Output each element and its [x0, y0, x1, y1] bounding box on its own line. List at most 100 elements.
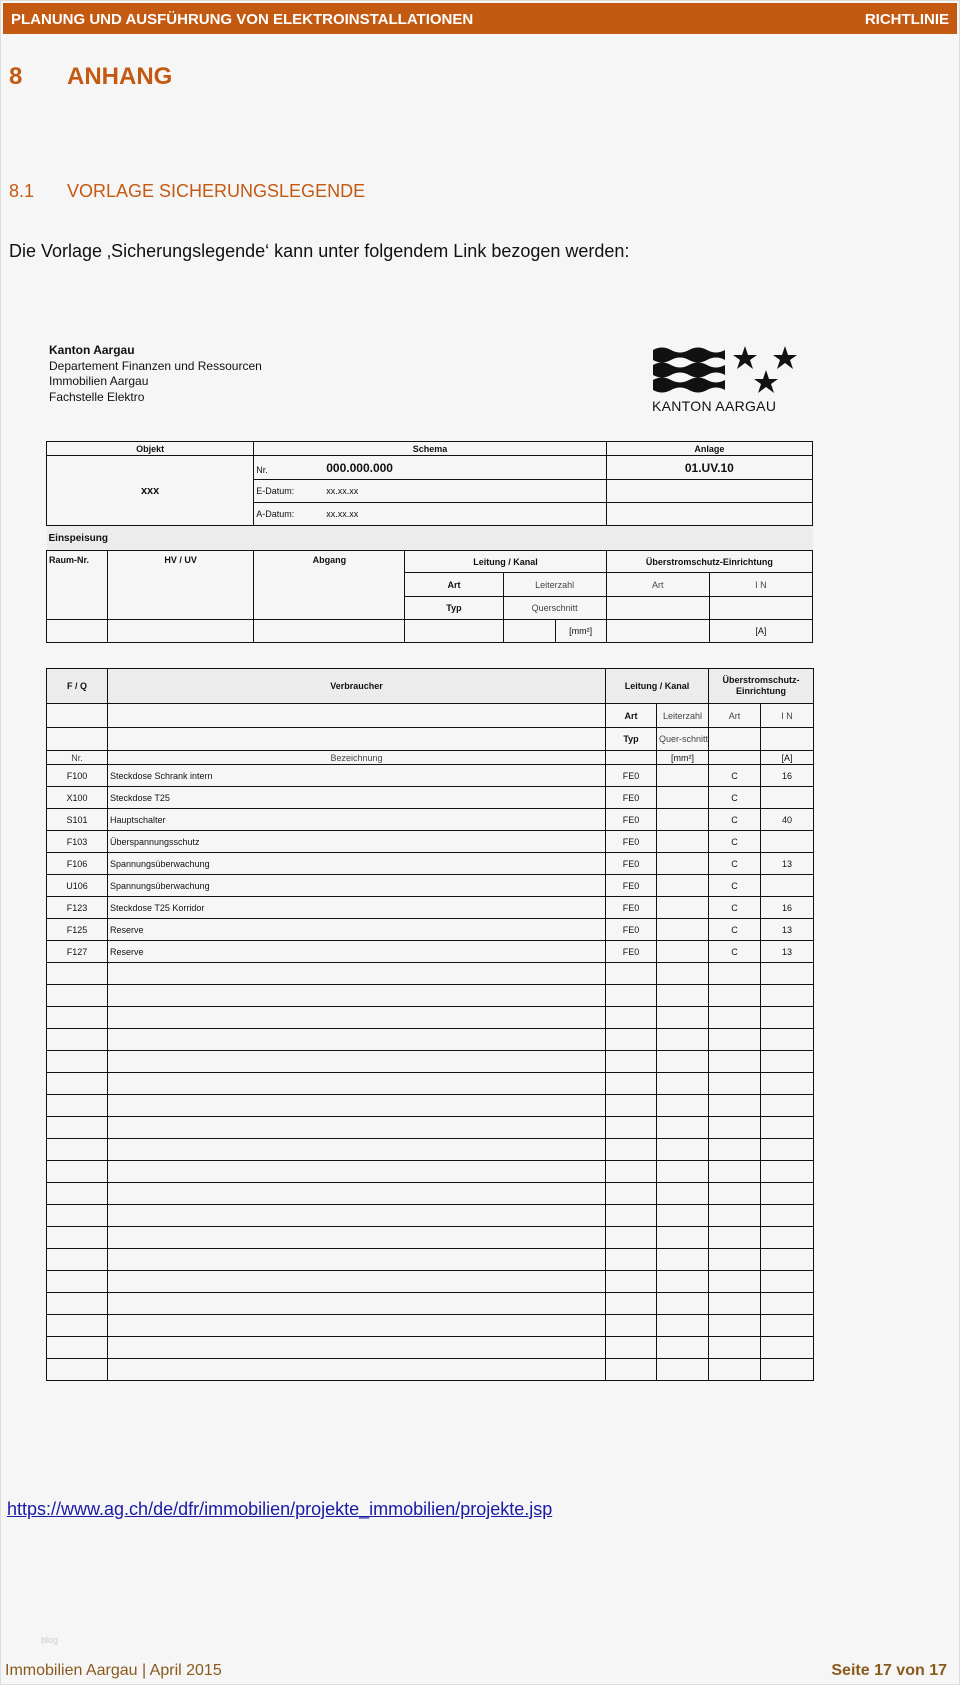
schutz-art-cell[interactable]: C [708, 830, 762, 853]
bezeichnung-cell[interactable] [107, 1358, 606, 1381]
querschnitt-cell[interactable] [655, 830, 710, 853]
in-cell[interactable] [760, 1138, 815, 1161]
art-cell[interactable] [605, 1072, 657, 1095]
schutz-art-cell[interactable] [708, 1072, 762, 1095]
nr-cell[interactable] [46, 1138, 108, 1161]
schutz-art-cell[interactable] [708, 1358, 762, 1381]
querschnitt-cell[interactable] [655, 940, 710, 963]
art-cell[interactable] [605, 962, 657, 985]
in-cell[interactable] [760, 1006, 815, 1029]
abgang-value[interactable] [253, 619, 406, 643]
nr-cell[interactable] [46, 1050, 108, 1073]
nr-cell[interactable] [46, 1204, 108, 1227]
empty-cell[interactable] [605, 596, 710, 620]
bezeichnung-cell[interactable] [107, 1182, 606, 1205]
bezeichnung-cell[interactable]: Reserve [107, 940, 606, 963]
nr-cell[interactable]: Nr. 000.000.000 [253, 455, 607, 480]
art-cell[interactable] [605, 1028, 657, 1051]
schutz-art-cell[interactable] [708, 1270, 762, 1293]
nr-cell[interactable] [46, 1226, 108, 1249]
art-cell[interactable]: FE0 [605, 764, 657, 787]
querschnitt-cell[interactable] [655, 1226, 710, 1249]
nr-cell[interactable] [46, 1116, 108, 1139]
nr-cell[interactable] [46, 1292, 108, 1315]
nr-cell[interactable]: F103 [46, 830, 108, 853]
art-cell[interactable] [605, 1160, 657, 1183]
querschnitt-cell[interactable] [655, 1116, 710, 1139]
querschnitt-cell[interactable] [655, 1292, 710, 1315]
bezeichnung-cell[interactable]: Reserve [107, 918, 606, 941]
schutz-art-cell[interactable]: C [708, 808, 762, 831]
bezeichnung-cell[interactable] [107, 1292, 606, 1315]
in-cell[interactable] [760, 1072, 815, 1095]
bezeichnung-cell[interactable] [107, 1270, 606, 1293]
nr-cell[interactable]: F125 [46, 918, 108, 941]
leiterzahl-value[interactable] [502, 619, 556, 643]
art-cell[interactable] [605, 1094, 657, 1117]
bezeichnung-cell[interactable] [107, 1160, 606, 1183]
nr-cell[interactable] [46, 1094, 108, 1117]
nr-cell[interactable] [46, 1270, 108, 1293]
schutz-art-cell[interactable] [708, 1116, 762, 1139]
schutz-art-cell[interactable]: C [708, 786, 762, 809]
schutz-art-cell[interactable] [708, 1094, 762, 1117]
bezeichnung-cell[interactable] [107, 984, 606, 1007]
in-cell[interactable]: 13 [760, 940, 815, 963]
querschnitt-cell[interactable] [655, 1072, 710, 1095]
art-cell[interactable] [605, 984, 657, 1007]
nr-cell[interactable] [46, 1160, 108, 1183]
querschnitt-cell[interactable] [655, 984, 710, 1007]
querschnitt-cell[interactable] [655, 808, 710, 831]
nr-cell[interactable] [46, 984, 108, 1007]
art-cell[interactable]: FE0 [605, 874, 657, 897]
art-cell[interactable] [605, 1204, 657, 1227]
empty-cell[interactable] [605, 502, 814, 526]
empty-cell[interactable] [708, 596, 814, 620]
querschnitt-cell[interactable] [655, 918, 710, 941]
art-cell[interactable] [605, 1006, 657, 1029]
art-cell[interactable]: FE0 [605, 940, 657, 963]
adatum-cell[interactable]: A-Datum: xx.xx.xx [253, 502, 607, 526]
nr-cell[interactable] [46, 1358, 108, 1381]
bezeichnung-cell[interactable] [107, 1204, 606, 1227]
empty-cell[interactable] [605, 619, 710, 643]
art-cell[interactable]: FE0 [605, 786, 657, 809]
art-cell[interactable] [605, 1226, 657, 1249]
art-cell[interactable] [605, 1050, 657, 1073]
querschnitt-cell[interactable] [655, 1204, 710, 1227]
nr-cell[interactable]: F123 [46, 896, 108, 919]
querschnitt-cell[interactable] [655, 1358, 710, 1381]
querschnitt-cell[interactable] [655, 852, 710, 875]
bezeichnung-cell[interactable] [107, 1072, 606, 1095]
art-cell[interactable]: FE0 [605, 896, 657, 919]
schutz-art-cell[interactable] [708, 1248, 762, 1271]
bezeichnung-cell[interactable]: Steckdose Schrank intern [107, 764, 606, 787]
in-cell[interactable] [760, 1094, 815, 1117]
nr-cell[interactable] [46, 1028, 108, 1051]
in-cell[interactable] [760, 984, 815, 1007]
querschnitt-cell[interactable] [655, 962, 710, 985]
nr-cell[interactable]: F127 [46, 940, 108, 963]
in-cell[interactable] [760, 1182, 815, 1205]
in-cell[interactable]: 13 [760, 918, 815, 941]
nr-cell[interactable]: F106 [46, 852, 108, 875]
bezeichnung-cell[interactable] [107, 1314, 606, 1337]
art-cell[interactable] [605, 1270, 657, 1293]
querschnitt-cell[interactable] [655, 1028, 710, 1051]
art-cell[interactable]: FE0 [605, 830, 657, 853]
querschnitt-cell[interactable] [655, 896, 710, 919]
querschnitt-cell[interactable] [655, 1006, 710, 1029]
in-cell[interactable] [760, 1292, 815, 1315]
schutz-art-cell[interactable] [708, 1292, 762, 1315]
querschnitt-cell[interactable] [655, 1270, 710, 1293]
in-cell[interactable] [760, 1050, 815, 1073]
art-cell[interactable] [605, 1292, 657, 1315]
in-cell[interactable] [760, 1270, 815, 1293]
querschnitt-cell[interactable] [655, 1314, 710, 1337]
bezeichnung-cell[interactable] [107, 1116, 606, 1139]
querschnitt-cell[interactable] [655, 786, 710, 809]
in-cell[interactable] [760, 830, 815, 853]
querschnitt-cell[interactable] [655, 874, 710, 897]
bezeichnung-cell[interactable] [107, 1094, 606, 1117]
schutz-art-cell[interactable] [708, 1050, 762, 1073]
